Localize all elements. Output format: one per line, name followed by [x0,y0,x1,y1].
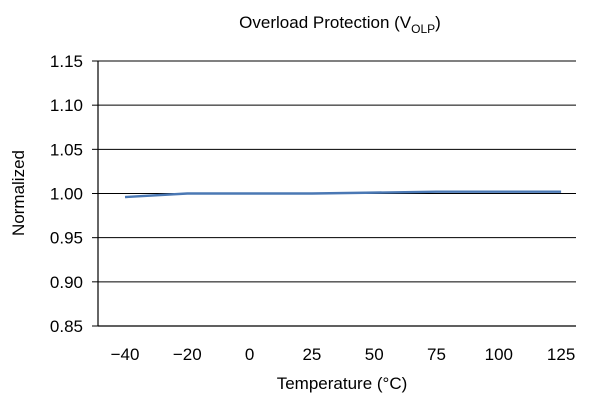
x-tick-label: 50 [365,345,384,364]
x-tick-label: 125 [547,345,575,364]
x-tick-label: 100 [485,345,513,364]
chart-title-close: ) [435,13,441,32]
y-tick-label: 0.95 [50,229,83,248]
series-line [124,190,562,199]
chart-title: Overload Protection (VOLP) [239,13,441,36]
x-tick-label: −20 [173,345,202,364]
series-layer [124,190,562,199]
y-tick-label: 1.15 [50,52,83,71]
y-tick-labels: 1.15 1.10 1.05 1.00 0.95 0.90 0.85 [50,52,83,336]
y-tick-label: 1.10 [50,96,83,115]
y-tick-label: 0.90 [50,273,83,292]
y-axis-label: Normalized [9,150,28,236]
chart-title-subscript: OLP [411,22,435,36]
x-tick-labels: −40 −20 0 25 50 75 100 125 [111,345,576,364]
x-tick-label: −40 [111,345,140,364]
x-axis-label: Temperature (°C) [277,374,408,393]
x-tick-label: 0 [245,345,254,364]
y-tick-label: 0.85 [50,317,83,336]
y-tick-label: 1.00 [50,185,83,204]
x-tick-label: 25 [302,345,321,364]
y-tick-label: 1.05 [50,140,83,159]
chart-title-main: Overload Protection (V [239,13,412,32]
x-tick-label: 75 [427,345,446,364]
